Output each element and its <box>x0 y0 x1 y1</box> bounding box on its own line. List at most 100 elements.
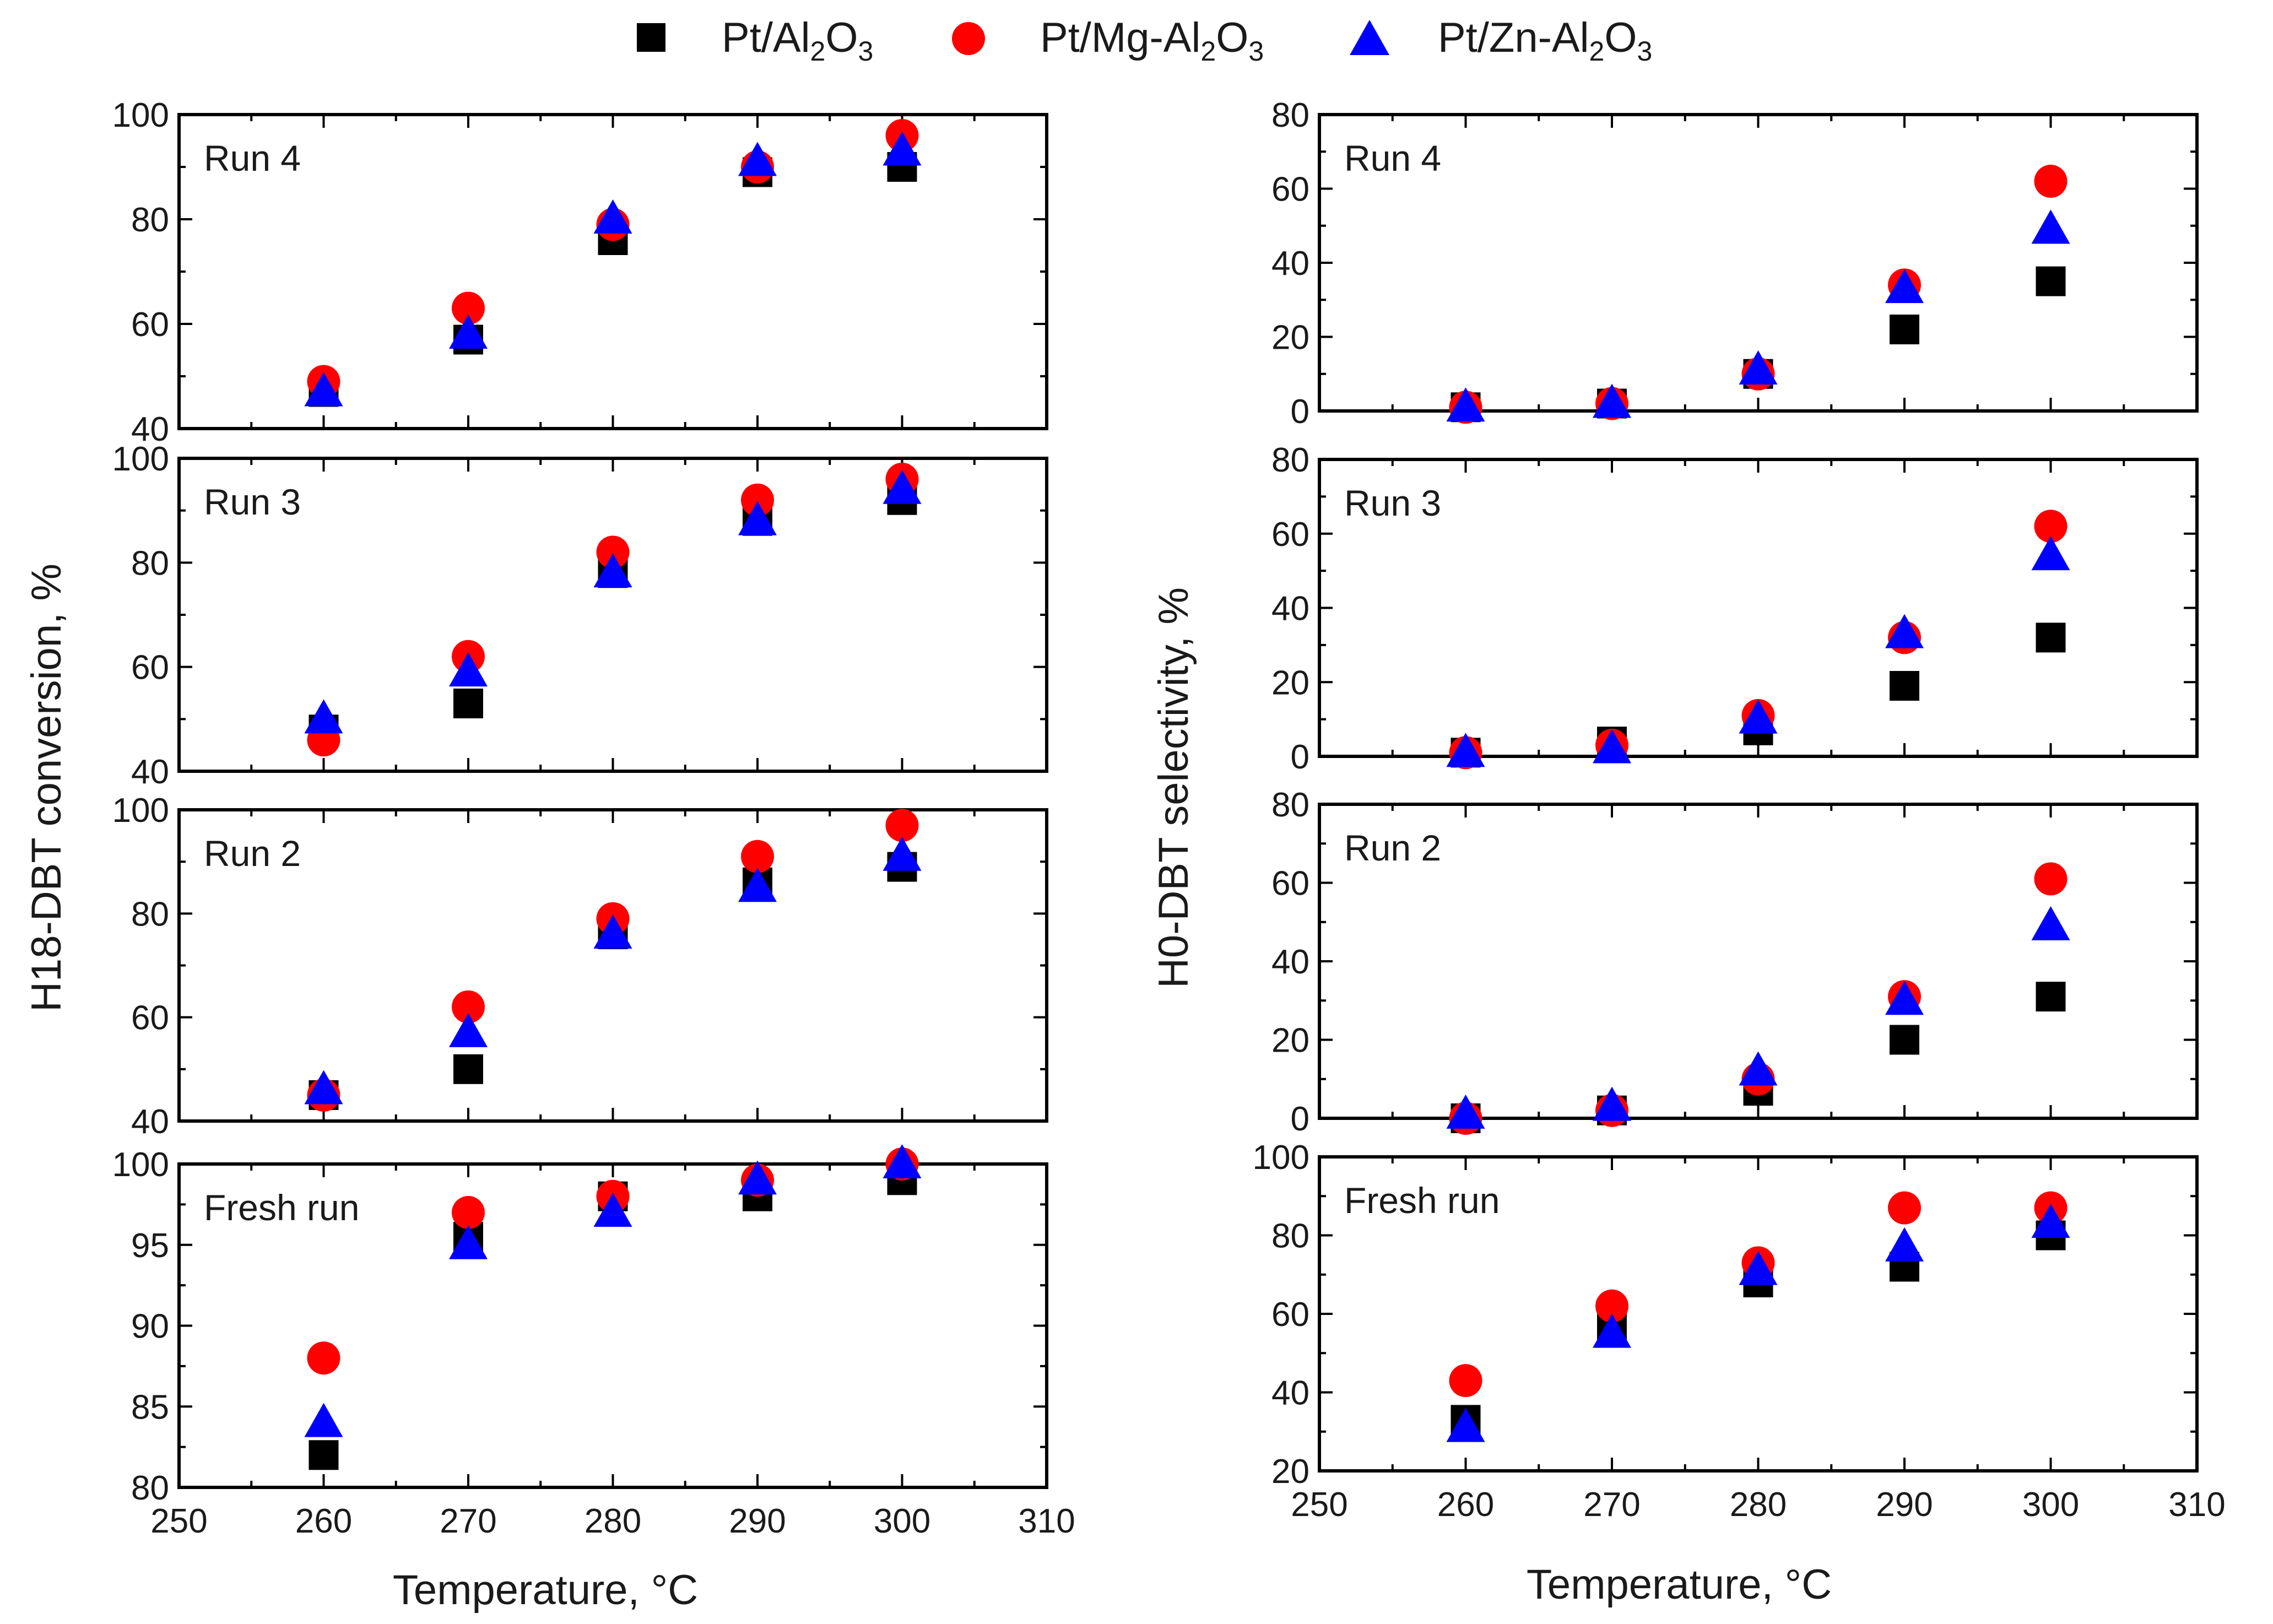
data-point-triangle <box>738 501 777 535</box>
data-point-triangle <box>1446 1408 1485 1442</box>
legend-label: Pt/Al2O3 <box>722 14 873 67</box>
data-point-triangle <box>593 199 632 234</box>
y-tick-label: 90 <box>131 1308 169 1346</box>
data-point-circle <box>741 483 774 517</box>
data-point-triangle <box>1446 733 1485 767</box>
panel-left-run-4: 40 60 80 100 Run 4 <box>112 96 1048 448</box>
panel-label: Run 3 <box>1344 483 1441 523</box>
data-point-triangle <box>593 1193 632 1227</box>
x-tick-label: 290 <box>1876 1486 1933 1524</box>
x-tick-label: 250 <box>150 1502 207 1540</box>
panel-label: Run 4 <box>1344 138 1441 178</box>
legend: Pt/Al2O3 Pt/Mg-Al2O3 Pt/Zn-Al2O3 <box>637 14 1652 67</box>
data-point-circle <box>885 809 919 842</box>
x-tick-label: 310 <box>1018 1502 1075 1540</box>
data-point-triangle <box>1593 1086 1631 1121</box>
data-point-square <box>1890 315 1919 345</box>
legend-marker-square <box>637 23 665 52</box>
data-point-circle <box>307 1341 340 1375</box>
legend-label: Pt/Mg-Al2O3 <box>1040 14 1264 67</box>
y-tick-label: 60 <box>1271 516 1309 554</box>
x-tick-label: 260 <box>1437 1486 1494 1524</box>
x-tick-label: 310 <box>2168 1486 2225 1524</box>
y-tick-label: 60 <box>1271 1296 1309 1334</box>
data-point-triangle <box>1885 614 1924 648</box>
y-tick-label: 100 <box>112 1146 169 1184</box>
data-point-triangle <box>2031 536 2070 571</box>
panel-left-run-2: 40 60 80 100 Run 2 <box>112 792 1048 1141</box>
y-tick-label: 100 <box>112 792 169 830</box>
panel-label: Run 2 <box>204 833 301 874</box>
data-point-triangle <box>1593 729 1631 764</box>
data-point-triangle <box>304 1070 343 1105</box>
data-point-triangle <box>304 699 343 734</box>
x-tick-label: 280 <box>585 1502 641 1540</box>
y-tick-label: 80 <box>131 895 169 933</box>
y-tick-label: 40 <box>131 753 169 791</box>
data-point-triangle <box>1885 269 1924 304</box>
panel-right-run-4: 0 20 40 60 80 Run 4 <box>1271 96 2199 431</box>
y-tick-label: 20 <box>1271 1022 1309 1060</box>
y-tick-label: 80 <box>1271 786 1309 824</box>
y-tick-label: 40 <box>1271 943 1309 981</box>
x-tick-label: 290 <box>729 1502 786 1540</box>
data-point-triangle <box>1739 350 1778 385</box>
x-tick-label: 270 <box>1583 1486 1640 1524</box>
panel-label: Run 4 <box>204 138 301 178</box>
y-tick-label: 80 <box>1271 96 1309 134</box>
panel-label: Run 3 <box>204 481 301 522</box>
y-tick-label: 85 <box>131 1388 169 1426</box>
data-point-triangle <box>593 553 632 588</box>
y-axis-title-right: H0-DBT selectivity, % <box>1150 587 1197 988</box>
data-point-circle <box>1449 1364 1482 1398</box>
x-tick-label: 250 <box>1291 1486 1347 1524</box>
data-point-triangle <box>449 315 488 349</box>
data-point-circle <box>452 990 485 1024</box>
y-tick-label: 40 <box>131 1103 169 1141</box>
data-point-square <box>309 1440 339 1470</box>
data-point-square <box>2036 622 2066 653</box>
data-point-triangle <box>1885 981 1924 1015</box>
x-tick-label: 300 <box>2022 1486 2079 1524</box>
y-tick-label: 80 <box>1271 1217 1309 1255</box>
data-point-triangle <box>1739 699 1778 734</box>
data-point-triangle <box>449 1013 488 1047</box>
y-tick-label: 60 <box>131 999 169 1037</box>
data-point-circle <box>2034 862 2068 896</box>
data-point-circle <box>452 291 485 325</box>
y-tick-label: 80 <box>131 544 169 582</box>
y-axis-title-left: H18-DBT conversion, % <box>23 564 70 1012</box>
panel-left-run-3: 40 60 80 100 Run 3 <box>112 440 1048 791</box>
y-tick-label: 0 <box>1291 393 1309 431</box>
data-point-triangle <box>449 652 488 687</box>
legend-item-pt-mg-al2o3: Pt/Mg-Al2O3 <box>952 14 1264 67</box>
panel-right-run-2: 0 20 40 60 80 Run 2 <box>1271 786 2199 1138</box>
y-tick-label: 60 <box>131 306 169 344</box>
y-tick-label: 0 <box>1291 1100 1309 1138</box>
legend-item-pt-zn-al2o3: Pt/Zn-Al2O3 <box>1350 14 1652 67</box>
y-tick-label: 40 <box>1271 590 1309 628</box>
data-point-triangle <box>738 142 777 176</box>
data-point-triangle <box>2031 1204 2070 1238</box>
y-tick-label: 20 <box>1271 1453 1309 1491</box>
data-point-triangle <box>1739 1051 1778 1086</box>
data-point-triangle <box>738 868 777 902</box>
x-tick-label: 260 <box>295 1502 352 1540</box>
data-point-square <box>453 688 483 718</box>
y-tick-label: 20 <box>1271 319 1309 357</box>
data-point-triangle <box>2031 906 2070 940</box>
data-point-circle <box>596 535 630 569</box>
data-point-triangle <box>883 131 922 166</box>
data-point-circle <box>1888 1191 1921 1225</box>
data-point-triangle <box>449 1225 488 1259</box>
data-point-triangle <box>304 1403 343 1437</box>
y-tick-label: 80 <box>1271 441 1309 479</box>
data-point-triangle <box>1593 383 1631 418</box>
data-point-triangle <box>1885 1227 1924 1262</box>
legend-marker-triangle <box>1350 20 1389 55</box>
data-point-triangle <box>883 469 922 504</box>
data-point-triangle <box>1446 387 1485 422</box>
data-point-triangle <box>738 1160 777 1195</box>
y-tick-label: 20 <box>1271 664 1309 702</box>
